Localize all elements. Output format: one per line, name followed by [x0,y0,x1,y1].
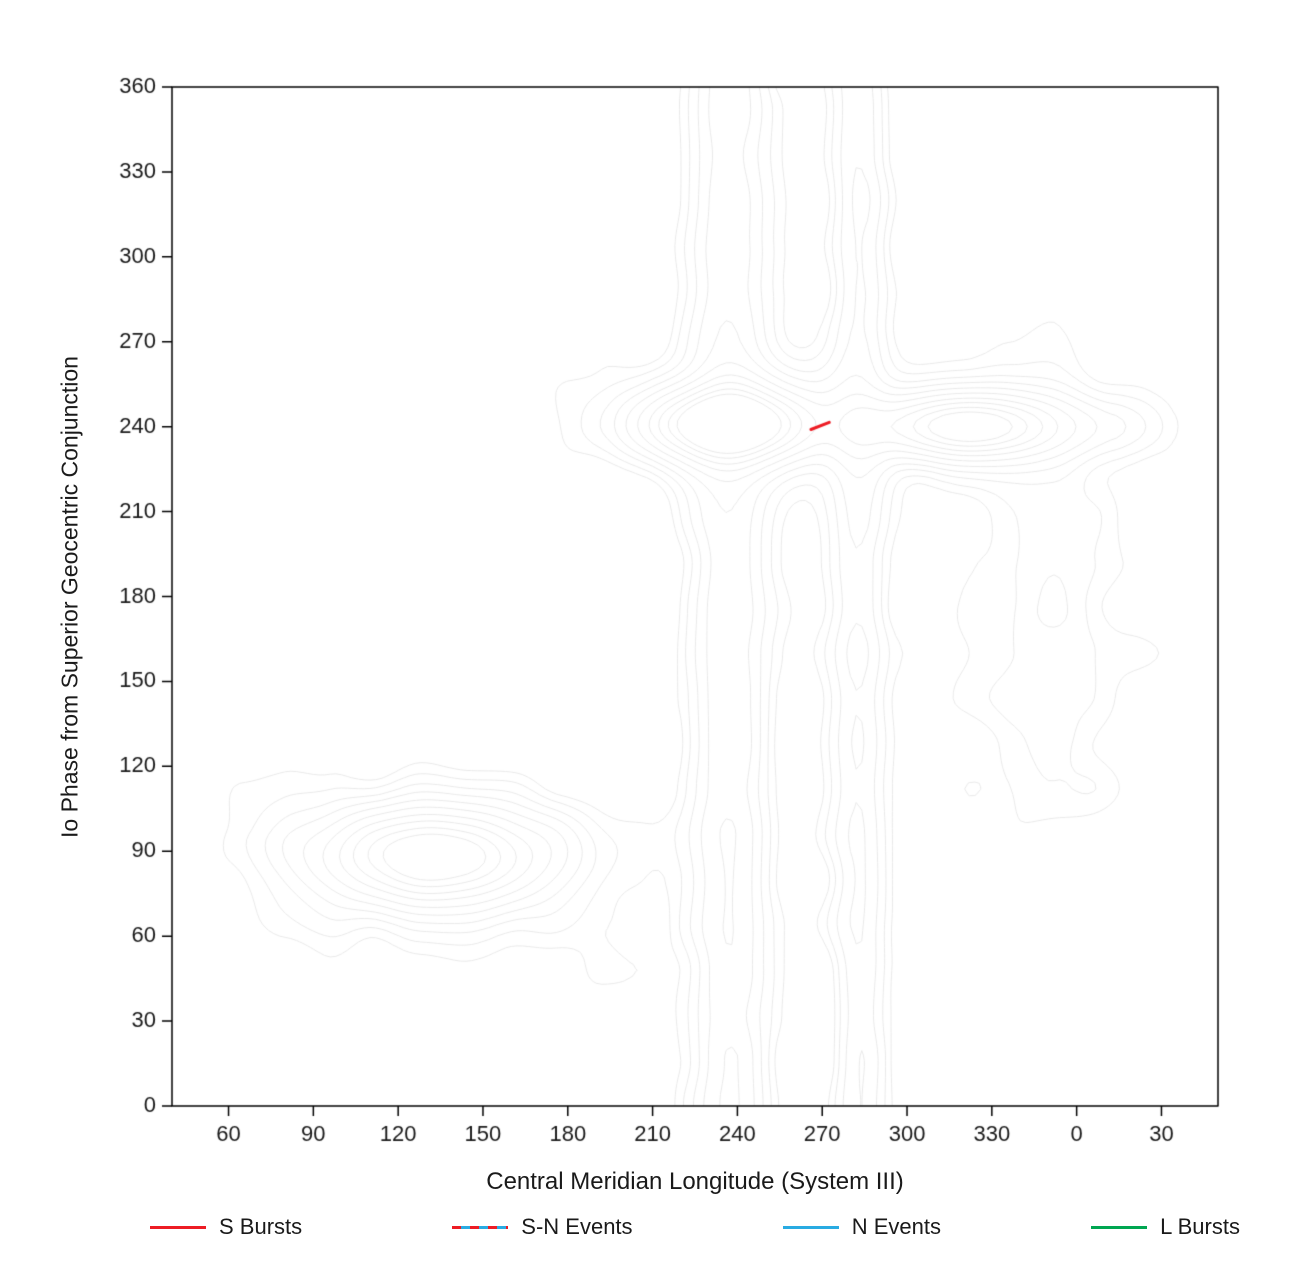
legend-swatch-dashed-icon [452,1225,509,1229]
legend-label: S Bursts [219,1214,303,1239]
legend-swatch-line-icon [782,1225,839,1229]
legend-label: N Events [851,1214,941,1239]
legend-swatch-line-icon [1091,1225,1148,1229]
legend-item-l-bursts: L Bursts [1091,1214,1240,1240]
legend-label: S-N Events [521,1214,633,1239]
legend-swatch-line-icon [150,1225,206,1229]
y-axis-label: Io Phase from Superior Geocentric Conjun… [56,356,83,838]
legend-item-s-bursts: S Bursts [150,1214,302,1240]
legend-item-s-n-events: S-N Events [452,1214,633,1240]
legend: S Bursts S-N Events N Events L Bursts [150,1214,1240,1240]
legend-label: L Bursts [1160,1214,1240,1239]
legend-item-n-events: N Events [782,1214,941,1240]
x-axis-label: Central Meridian Longitude (System III) [486,1168,904,1195]
